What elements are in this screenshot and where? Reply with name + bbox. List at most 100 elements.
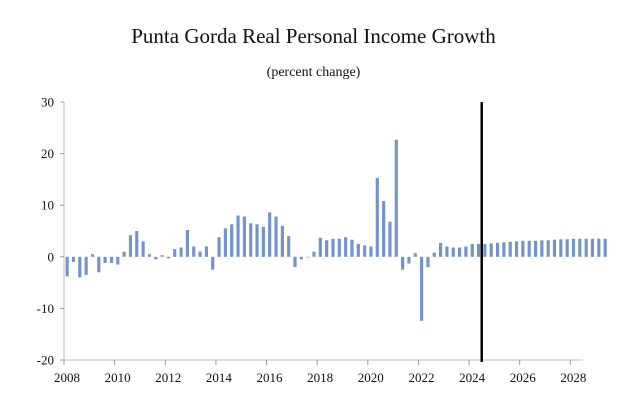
- x-tick-label: 2028: [560, 370, 586, 385]
- bar: [230, 224, 234, 257]
- y-tick-label: -20: [37, 353, 54, 368]
- bar: [413, 253, 417, 257]
- bar: [135, 231, 139, 257]
- bar: [571, 238, 576, 257]
- bar: [318, 237, 322, 257]
- y-tick-label: 20: [41, 146, 54, 161]
- bar: [204, 246, 208, 257]
- bar: [432, 252, 436, 257]
- bar: [223, 228, 227, 257]
- bar: [401, 256, 405, 270]
- bar: [483, 243, 487, 257]
- bar: [312, 251, 316, 257]
- bar: [325, 240, 329, 257]
- bar: [451, 247, 455, 257]
- bar: [369, 246, 373, 257]
- y-tick-label: 30: [41, 95, 54, 110]
- bar: [154, 256, 158, 260]
- bar: [192, 246, 196, 257]
- bar: [65, 256, 69, 277]
- bar: [514, 241, 519, 257]
- bar: [141, 241, 145, 257]
- bar: [166, 256, 171, 259]
- bar: [128, 235, 133, 257]
- bar: [179, 247, 183, 257]
- bar: [540, 240, 544, 257]
- bar: [71, 256, 76, 262]
- bar: [527, 240, 531, 257]
- x-tick-label: 2026: [510, 370, 537, 385]
- bar: [103, 256, 107, 263]
- bar: [578, 238, 582, 257]
- bar: [185, 229, 189, 257]
- x-tick-label: 2024: [459, 370, 486, 385]
- bar: [147, 254, 152, 257]
- bar: [394, 139, 398, 257]
- y-tick-label: 0: [48, 249, 55, 264]
- bar: [280, 225, 284, 257]
- bar: [306, 256, 310, 258]
- bar: [274, 216, 278, 257]
- bar: [420, 256, 424, 321]
- bar: [173, 249, 177, 257]
- bar: [109, 256, 114, 263]
- bar: [426, 256, 430, 268]
- bar: [337, 238, 341, 257]
- bar: [217, 237, 221, 257]
- bar: [584, 238, 588, 257]
- bar: [293, 256, 297, 268]
- x-tick-label: 2016: [257, 370, 284, 385]
- bars-group: [65, 139, 607, 321]
- bar: [356, 243, 360, 257]
- x-tick-label: 2018: [307, 370, 333, 385]
- bar: [261, 226, 265, 257]
- y-tick-label: -10: [37, 301, 54, 316]
- x-tick-label: 2014: [206, 370, 233, 385]
- bar: [445, 246, 449, 257]
- bar: [84, 256, 88, 275]
- bar: [97, 256, 101, 273]
- bar: [552, 239, 557, 257]
- bar: [559, 239, 563, 257]
- bar: [198, 251, 202, 257]
- bar: [344, 237, 348, 257]
- bar: [533, 240, 538, 257]
- bar: [470, 243, 474, 257]
- bar: [255, 224, 259, 257]
- bar: [458, 247, 462, 257]
- bar: [382, 201, 386, 257]
- bar: [363, 245, 367, 257]
- bar: [160, 255, 164, 257]
- bar: [331, 238, 335, 257]
- bar: [476, 243, 481, 257]
- bar: [546, 240, 550, 257]
- x-tick-label: 2012: [155, 370, 181, 385]
- y-tick-label: 10: [41, 198, 54, 213]
- bar: [521, 240, 525, 257]
- bar: [78, 256, 82, 278]
- bar: [350, 239, 354, 257]
- bar: [590, 238, 595, 257]
- bar: [249, 223, 253, 257]
- bar: [236, 215, 240, 257]
- bar: [502, 242, 506, 257]
- bar: [407, 256, 411, 264]
- bar: [508, 241, 512, 257]
- x-tick-label: 2020: [358, 370, 384, 385]
- x-axis: 2008 2010 2012 2014 2016 2018 2020 2022 2024 2026…: [54, 359, 586, 385]
- bar: [495, 242, 500, 257]
- bar: [242, 216, 246, 257]
- bar: [90, 254, 95, 257]
- bar: [122, 251, 126, 257]
- bar: [375, 177, 379, 257]
- bar: [464, 246, 468, 257]
- bar: [388, 221, 392, 257]
- bar: [211, 256, 215, 270]
- bar: [489, 243, 493, 257]
- bar: [287, 236, 291, 257]
- bar: [439, 242, 443, 257]
- chart-subtitle: (percent change): [266, 65, 361, 80]
- bar: [565, 239, 569, 257]
- chart-title: Punta Gorda Real Personal Income Growth: [131, 24, 496, 48]
